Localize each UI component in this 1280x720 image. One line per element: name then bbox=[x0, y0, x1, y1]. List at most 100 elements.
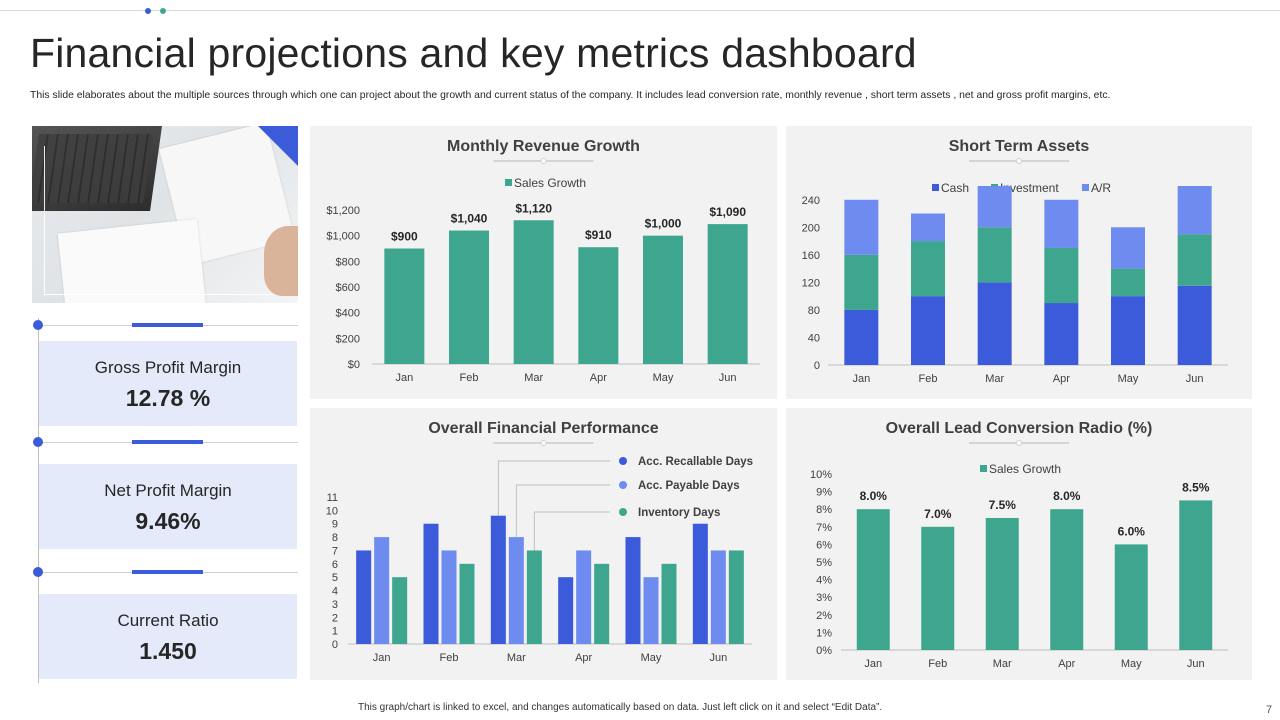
performance-bar bbox=[710, 550, 726, 644]
performance-bar bbox=[441, 550, 457, 644]
performance-bar bbox=[692, 523, 708, 644]
performance-bar bbox=[490, 515, 506, 644]
revenue-bar bbox=[643, 235, 683, 364]
x-tick-label: May bbox=[1121, 658, 1142, 670]
revenue-bar bbox=[449, 230, 489, 364]
metric-value: 12.78 % bbox=[125, 385, 211, 411]
legend-leader-line bbox=[533, 511, 610, 551]
legend-leader-line bbox=[515, 484, 610, 538]
y-tick-label: 0% bbox=[816, 645, 832, 657]
legend-label: Acc. Recallable Days bbox=[638, 456, 753, 468]
separator-accent-bar bbox=[132, 323, 203, 327]
y-tick-label: 120 bbox=[802, 277, 820, 289]
assets-bar-segment bbox=[1044, 247, 1079, 304]
performance-bar bbox=[625, 537, 641, 644]
x-tick-label: Jan bbox=[373, 652, 391, 664]
y-tick-label: 160 bbox=[802, 250, 820, 262]
performance-bar bbox=[356, 550, 372, 644]
assets-bar-segment bbox=[844, 199, 879, 255]
assets-bar-segment bbox=[977, 282, 1012, 365]
performance-bar bbox=[526, 550, 542, 644]
y-tick-label: 3 bbox=[332, 599, 338, 611]
y-tick-label: 11 bbox=[327, 492, 338, 504]
revenue-data-label: $900 bbox=[391, 230, 418, 244]
lead-bar bbox=[1114, 544, 1148, 650]
lead-data-label: 8.0% bbox=[1053, 489, 1081, 503]
assets-bar-segment bbox=[1044, 303, 1079, 365]
assets-bar-segment bbox=[1044, 199, 1079, 248]
metric-card-current-ratio: Current Ratio 1.450 bbox=[39, 594, 297, 679]
y-tick-label: 4 bbox=[332, 586, 338, 598]
performance-chart: Overall Financial Performance 01 234 56 789 1… bbox=[326, 420, 753, 664]
x-tick-label: Apr bbox=[575, 652, 592, 664]
y-tick-label: 9 bbox=[332, 519, 338, 531]
x-tick-label: Mar bbox=[985, 373, 1004, 385]
y-tick-label: 5 bbox=[332, 572, 338, 584]
legend-label: Sales Growth bbox=[989, 462, 1061, 476]
timeline-dot bbox=[33, 320, 43, 330]
revenue-bar bbox=[513, 220, 554, 364]
x-tick-label: Mar bbox=[524, 372, 543, 384]
y-tick-label: 7% bbox=[816, 522, 832, 534]
assets-chart-panel: Short Term Assets Cash Investment A/R 0 40 80 1… bbox=[786, 126, 1252, 399]
page-title: Financial projections and key metrics da… bbox=[30, 30, 917, 76]
photo-report bbox=[57, 218, 207, 303]
footer-note: This graph/chart is linked to excel, and… bbox=[358, 702, 883, 713]
legend-label: Inventory Days bbox=[638, 507, 720, 519]
metric-label: Current Ratio bbox=[117, 611, 219, 630]
legend-marker bbox=[619, 508, 627, 516]
page-number: 7 bbox=[1266, 704, 1273, 716]
performance-bar bbox=[643, 577, 659, 644]
performance-bar bbox=[728, 550, 744, 644]
assets-bar-segment bbox=[911, 241, 945, 297]
y-tick-label: 240 bbox=[802, 195, 820, 207]
y-tick-label: $600 bbox=[336, 282, 360, 294]
metric-label: Gross Profit Margin bbox=[94, 358, 242, 377]
assets-bar-segment bbox=[977, 227, 1012, 283]
lead-bar bbox=[856, 509, 890, 650]
y-tick-label: $400 bbox=[336, 308, 360, 320]
y-tick-label: 6% bbox=[816, 539, 832, 551]
legend-swatch bbox=[980, 465, 987, 472]
x-tick-label: Feb bbox=[460, 372, 479, 384]
performance-bar bbox=[558, 577, 574, 644]
lead-bar bbox=[985, 518, 1019, 650]
y-tick-label: $1,000 bbox=[326, 231, 360, 243]
legend-leader-line bbox=[497, 460, 610, 516]
metrics-timeline-line bbox=[38, 318, 39, 683]
assets-bar-segment bbox=[911, 296, 945, 365]
metric-value: 1.450 bbox=[139, 638, 197, 664]
x-tick-label: Jan bbox=[395, 372, 413, 384]
y-tick-label: 0 bbox=[814, 360, 820, 372]
y-tick-label: 2 bbox=[332, 612, 338, 624]
x-tick-label: Jun bbox=[719, 372, 737, 384]
legend-label: Investment bbox=[1000, 181, 1059, 195]
top-green-dot bbox=[160, 8, 166, 14]
revenue-data-label: $1,040 bbox=[451, 212, 488, 226]
y-tick-label: 10 bbox=[326, 505, 338, 517]
metric-label: Net Profit Margin bbox=[104, 481, 232, 500]
title-underline-dot bbox=[540, 440, 547, 446]
x-tick-label: Feb bbox=[440, 652, 459, 664]
y-tick-label: 3% bbox=[816, 592, 832, 604]
lead-data-label: 7.0% bbox=[924, 507, 952, 521]
assets-bar-segment bbox=[977, 186, 1012, 228]
legend-swatch bbox=[1082, 184, 1089, 191]
y-tick-label: 0 bbox=[332, 639, 338, 651]
performance-bar bbox=[508, 537, 524, 644]
x-tick-label: Jan bbox=[864, 658, 882, 670]
assets-bar-segment bbox=[844, 309, 879, 365]
revenue-bar bbox=[578, 247, 619, 364]
y-tick-label: 6 bbox=[332, 559, 338, 571]
revenue-data-label: $1,120 bbox=[515, 201, 552, 215]
y-tick-label: 5% bbox=[816, 557, 832, 569]
y-tick-label: 40 bbox=[808, 332, 820, 344]
lead-bar bbox=[1179, 500, 1213, 650]
lead-data-label: 8.0% bbox=[860, 489, 888, 503]
performance-chart-panel: Overall Financial Performance 0 1 2 3 4 5 6 7 8 9 1… bbox=[310, 408, 777, 680]
legend-label: Acc. Payable Days bbox=[638, 480, 740, 492]
top-blue-dot bbox=[145, 8, 151, 14]
x-tick-label: May bbox=[641, 652, 662, 664]
y-tick-label: $200 bbox=[336, 333, 360, 345]
assets-bar-segment bbox=[1111, 296, 1145, 365]
